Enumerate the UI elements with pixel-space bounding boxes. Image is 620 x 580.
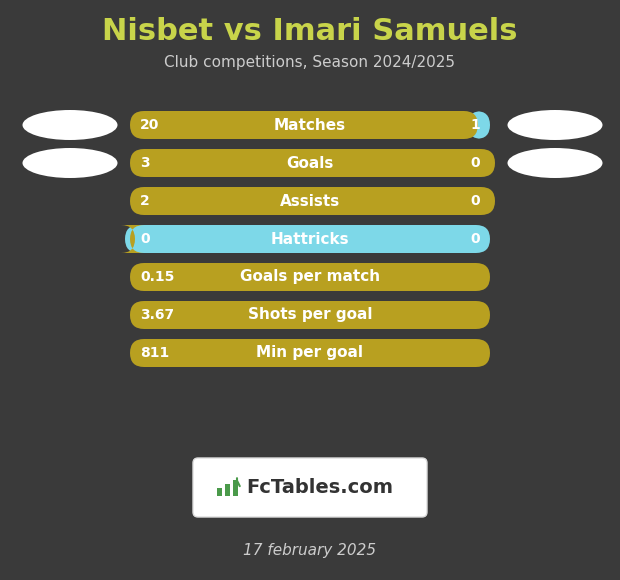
Text: Hattricks: Hattricks xyxy=(271,231,349,246)
Text: Assists: Assists xyxy=(280,194,340,208)
Text: 2: 2 xyxy=(140,194,150,208)
Text: 811: 811 xyxy=(140,346,169,360)
FancyBboxPatch shape xyxy=(130,301,490,329)
Ellipse shape xyxy=(508,148,603,178)
FancyBboxPatch shape xyxy=(130,149,495,177)
Text: 0: 0 xyxy=(471,194,480,208)
Text: 0: 0 xyxy=(471,156,480,170)
Text: 0.15: 0.15 xyxy=(140,270,174,284)
Text: 1: 1 xyxy=(470,118,480,132)
Text: Club competitions, Season 2024/2025: Club competitions, Season 2024/2025 xyxy=(164,55,456,70)
Text: Min per goal: Min per goal xyxy=(257,346,363,361)
Text: 0: 0 xyxy=(140,232,149,246)
FancyBboxPatch shape xyxy=(130,111,478,139)
Text: 0: 0 xyxy=(471,232,480,246)
Text: 3: 3 xyxy=(140,156,149,170)
FancyBboxPatch shape xyxy=(225,484,230,495)
Ellipse shape xyxy=(508,110,603,140)
FancyBboxPatch shape xyxy=(130,339,490,367)
FancyBboxPatch shape xyxy=(217,488,222,495)
Text: Goals per match: Goals per match xyxy=(240,270,380,285)
FancyBboxPatch shape xyxy=(130,187,495,215)
Ellipse shape xyxy=(22,148,118,178)
FancyBboxPatch shape xyxy=(121,225,144,253)
FancyBboxPatch shape xyxy=(233,480,238,495)
Text: 17 february 2025: 17 february 2025 xyxy=(244,542,376,557)
Text: Matches: Matches xyxy=(274,118,346,132)
Text: FcTables.com: FcTables.com xyxy=(247,478,394,497)
FancyBboxPatch shape xyxy=(193,458,427,517)
Ellipse shape xyxy=(22,110,118,140)
Text: 3.67: 3.67 xyxy=(140,308,174,322)
FancyBboxPatch shape xyxy=(125,225,490,253)
Text: Nisbet vs Imari Samuels: Nisbet vs Imari Samuels xyxy=(102,17,518,46)
FancyBboxPatch shape xyxy=(130,263,490,291)
Text: 20: 20 xyxy=(140,118,159,132)
FancyBboxPatch shape xyxy=(468,111,490,139)
Text: Goals: Goals xyxy=(286,155,334,171)
Text: Shots per goal: Shots per goal xyxy=(248,307,372,322)
